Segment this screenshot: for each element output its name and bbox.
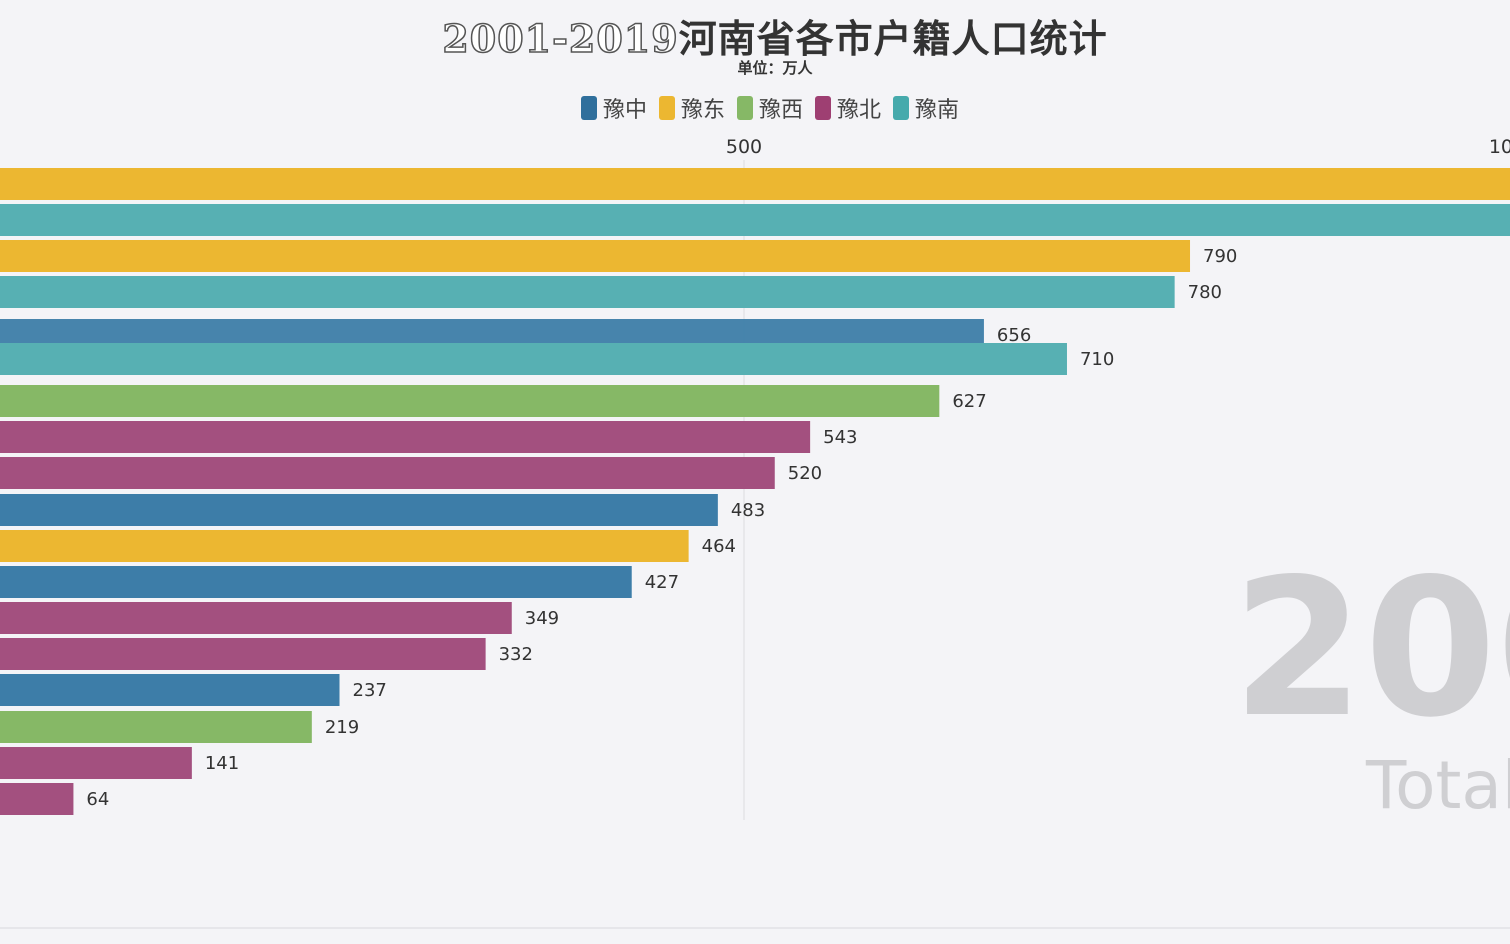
bar xyxy=(0,276,1175,308)
x-tick-label: 500 xyxy=(726,136,762,158)
bar xyxy=(0,566,632,598)
bar-value-label: 520 xyxy=(788,463,822,484)
bar xyxy=(0,385,940,417)
bar xyxy=(0,457,775,489)
legend-label: 豫南 xyxy=(915,98,960,123)
legend-swatch xyxy=(893,96,910,120)
bar-value-label: 64 xyxy=(86,789,109,810)
bar-value-label: 332 xyxy=(499,644,533,665)
bar xyxy=(0,747,192,779)
legend-item: 豫北 xyxy=(815,92,881,124)
chart-title: 2001-2019河南省各市户籍人口统计 xyxy=(0,8,1510,63)
legend-item: 豫东 xyxy=(658,92,725,124)
title-years: 2001-2019 xyxy=(442,15,679,62)
title-text: 河南省各市户籍人口统计 xyxy=(678,17,1108,61)
bar-value-label: 237 xyxy=(353,680,387,701)
legend-item: 豫中 xyxy=(580,92,647,124)
bar-value-label: 141 xyxy=(205,753,239,774)
bar-value-label: 349 xyxy=(525,608,559,629)
bar xyxy=(0,204,1510,236)
legend-item: 豫西 xyxy=(736,92,803,124)
legend-label: 豫中 xyxy=(602,98,647,123)
legend-label: 豫东 xyxy=(680,98,725,123)
x-tick-label: 1000 xyxy=(1489,136,1510,158)
bar xyxy=(0,421,811,453)
bar-value-label: 464 xyxy=(702,536,736,557)
bar-value-label: 780 xyxy=(1188,282,1222,303)
bar-value-label: 627 xyxy=(952,391,986,412)
bar xyxy=(0,638,486,670)
legend-swatch xyxy=(658,96,675,120)
bar-value-label: 710 xyxy=(1080,349,1114,370)
bar xyxy=(0,711,312,743)
legend-label: 豫西 xyxy=(758,98,803,123)
bar-value-label: 427 xyxy=(645,572,679,593)
bar xyxy=(0,602,512,634)
legend-swatch xyxy=(815,96,831,120)
bar xyxy=(0,240,1191,272)
bar-value-label: 656 xyxy=(997,325,1031,346)
legend-swatch xyxy=(736,96,753,120)
bar xyxy=(0,783,74,815)
bar-value-label: 483 xyxy=(731,500,765,521)
legend: 豫中 豫东 豫西 豫北 豫南 xyxy=(0,92,1510,124)
legend-item: 豫南 xyxy=(893,92,959,124)
legend-label: 豫北 xyxy=(837,98,882,123)
bar xyxy=(0,530,689,562)
legend-swatch xyxy=(580,96,597,120)
bar-value-label: 219 xyxy=(325,717,359,738)
bar xyxy=(0,674,340,706)
total-label: Total xyxy=(1365,747,1510,824)
bar xyxy=(0,343,1067,375)
bar-value-label: 790 xyxy=(1203,246,1237,267)
bar-value-label: 543 xyxy=(823,427,857,448)
year-label: 200 xyxy=(1232,538,1510,759)
bar xyxy=(0,168,1510,200)
chart-subtitle: 单位：万人 xyxy=(737,59,813,77)
bar xyxy=(0,494,718,526)
